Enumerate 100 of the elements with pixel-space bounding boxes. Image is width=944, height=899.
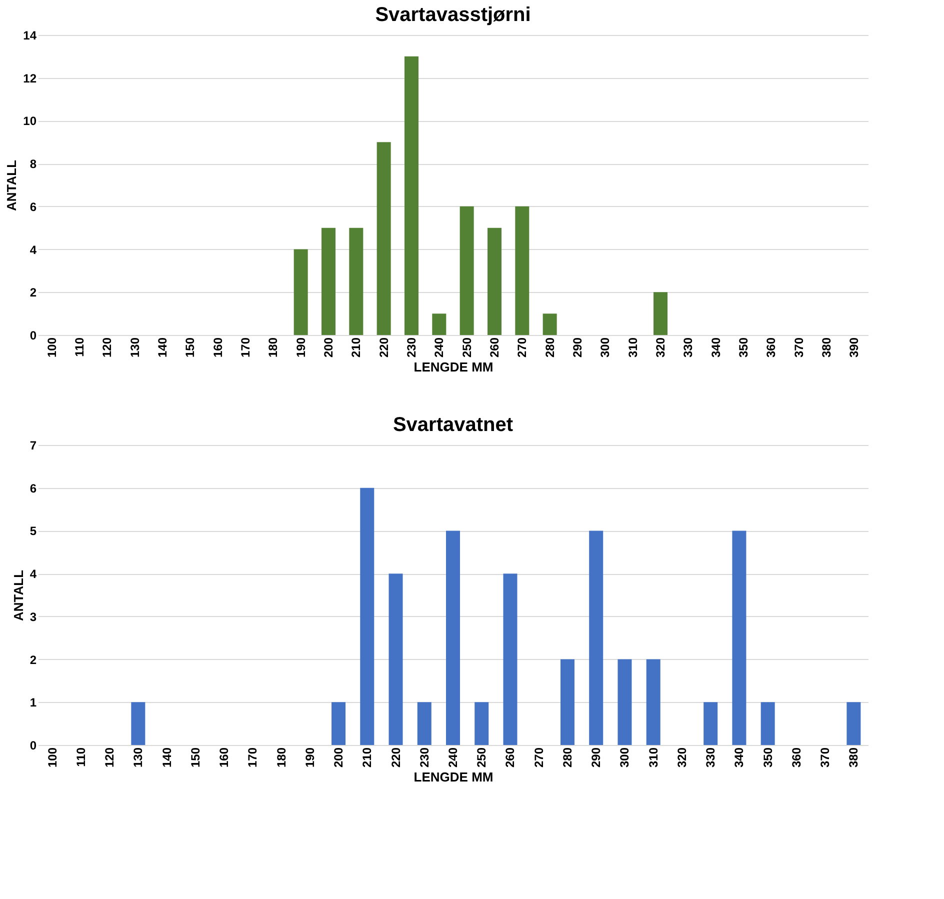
x-tick-label: 120 xyxy=(102,747,117,768)
x-tick-label: 240 xyxy=(446,747,460,768)
bar xyxy=(654,292,668,335)
x-tick-label: 310 xyxy=(626,337,640,358)
x-tick-label: 130 xyxy=(128,337,142,358)
x-tick-label: 360 xyxy=(789,747,804,768)
y-tick-label: 14 xyxy=(23,28,37,42)
x-tick-label: 380 xyxy=(846,747,861,768)
y-tick-label: 2 xyxy=(30,652,37,667)
x-tick-label: 350 xyxy=(736,337,750,358)
x-tick-label: 220 xyxy=(388,747,403,768)
chart-title: Svartavatnet xyxy=(392,414,514,436)
x-tick-label: 290 xyxy=(570,337,584,358)
bar xyxy=(131,702,146,745)
y-tick-label: 12 xyxy=(23,71,37,86)
y-tick-label: 1 xyxy=(30,696,37,710)
x-tick-label: 120 xyxy=(100,337,114,358)
bar xyxy=(294,249,308,335)
x-tick-label: 180 xyxy=(274,747,288,768)
x-tick-label: 330 xyxy=(704,747,718,768)
x-tick-label: 140 xyxy=(156,337,170,358)
x-tick-label: 200 xyxy=(322,337,336,358)
x-tick-label: 300 xyxy=(618,747,632,768)
x-tick-label: 150 xyxy=(188,747,202,768)
x-tick-label: 390 xyxy=(847,337,862,358)
y-tick-label: 2 xyxy=(30,286,37,300)
x-tick-label: 220 xyxy=(376,337,391,358)
y-tick-label: 0 xyxy=(30,328,37,342)
y-tick-label: 8 xyxy=(30,157,37,172)
x-tick-label: 190 xyxy=(294,337,308,358)
bar xyxy=(732,530,746,745)
y-tick-label: 6 xyxy=(30,481,37,496)
bar xyxy=(360,488,374,745)
x-tick-label: 290 xyxy=(589,747,604,768)
x-tick-label: 170 xyxy=(238,337,252,358)
x-tick-label: 210 xyxy=(360,747,374,768)
y-tick-label: 0 xyxy=(30,738,37,752)
x-tick-label: 340 xyxy=(732,747,746,768)
x-tick-label: 200 xyxy=(332,747,346,768)
x-axis-title: LENGDE MM xyxy=(414,360,494,375)
x-tick-label: 330 xyxy=(681,337,696,358)
x-tick-label: 360 xyxy=(764,337,778,358)
y-tick-label: 4 xyxy=(30,567,37,582)
y-tick-label: 5 xyxy=(30,524,37,538)
x-tick-label: 280 xyxy=(542,337,557,358)
x-tick-label: 270 xyxy=(515,337,530,358)
y-tick-label: 4 xyxy=(30,242,37,257)
x-tick-label: 150 xyxy=(183,337,198,358)
x-tick-label: 260 xyxy=(488,337,502,358)
x-tick-label: 370 xyxy=(818,747,832,768)
bar xyxy=(560,659,574,745)
bar xyxy=(503,574,518,745)
x-tick-label: 270 xyxy=(532,747,546,768)
x-tick-label: 260 xyxy=(503,747,518,768)
bar xyxy=(704,702,718,745)
x-tick-label: 180 xyxy=(266,337,280,358)
chart-title: Svartavasstjørni xyxy=(375,4,531,26)
x-tick-label: 210 xyxy=(349,337,364,358)
x-tick-label: 320 xyxy=(674,747,689,768)
x-tick-label: 190 xyxy=(302,747,317,768)
bar xyxy=(349,228,364,335)
y-axis-title: ANTALL xyxy=(4,160,20,212)
x-tick-label: 110 xyxy=(74,747,88,767)
x-tick-label: 320 xyxy=(654,337,668,358)
bar xyxy=(542,314,557,335)
y-tick-label: 10 xyxy=(23,114,37,128)
x-tick-label: 250 xyxy=(474,747,489,768)
x-tick-label: 100 xyxy=(44,337,59,358)
bar xyxy=(646,659,660,745)
bar xyxy=(618,659,632,745)
bar xyxy=(446,530,460,745)
x-tick-label: 240 xyxy=(432,337,446,358)
x-tick-label: 170 xyxy=(246,747,260,768)
bar xyxy=(322,228,336,335)
bar xyxy=(388,574,403,745)
x-tick-label: 160 xyxy=(210,337,225,358)
y-tick-label: 7 xyxy=(30,438,37,452)
x-tick-label: 370 xyxy=(792,337,806,358)
bar xyxy=(474,702,489,745)
x-tick-label: 350 xyxy=(760,747,775,768)
y-tick-label: 3 xyxy=(30,610,37,624)
x-tick-label: 380 xyxy=(820,337,834,358)
bar xyxy=(332,702,346,745)
y-axis-title: ANTALL xyxy=(10,570,26,622)
bar xyxy=(589,530,604,745)
bar xyxy=(376,142,391,335)
y-tick-label: 6 xyxy=(30,200,37,214)
x-tick-label: 160 xyxy=(217,747,232,768)
bar xyxy=(846,702,861,745)
x-tick-label: 130 xyxy=(131,747,146,768)
x-tick-label: 300 xyxy=(598,337,612,358)
x-tick-label: 230 xyxy=(417,747,432,768)
bar xyxy=(488,228,502,335)
bar xyxy=(760,702,775,745)
x-tick-label: 140 xyxy=(160,747,174,768)
x-axis-title: LENGDE MM xyxy=(414,770,494,785)
x-tick-label: 230 xyxy=(404,337,418,358)
x-tick-label: 250 xyxy=(460,337,474,358)
x-tick-label: 310 xyxy=(646,747,660,768)
x-tick-label: 280 xyxy=(560,747,574,768)
